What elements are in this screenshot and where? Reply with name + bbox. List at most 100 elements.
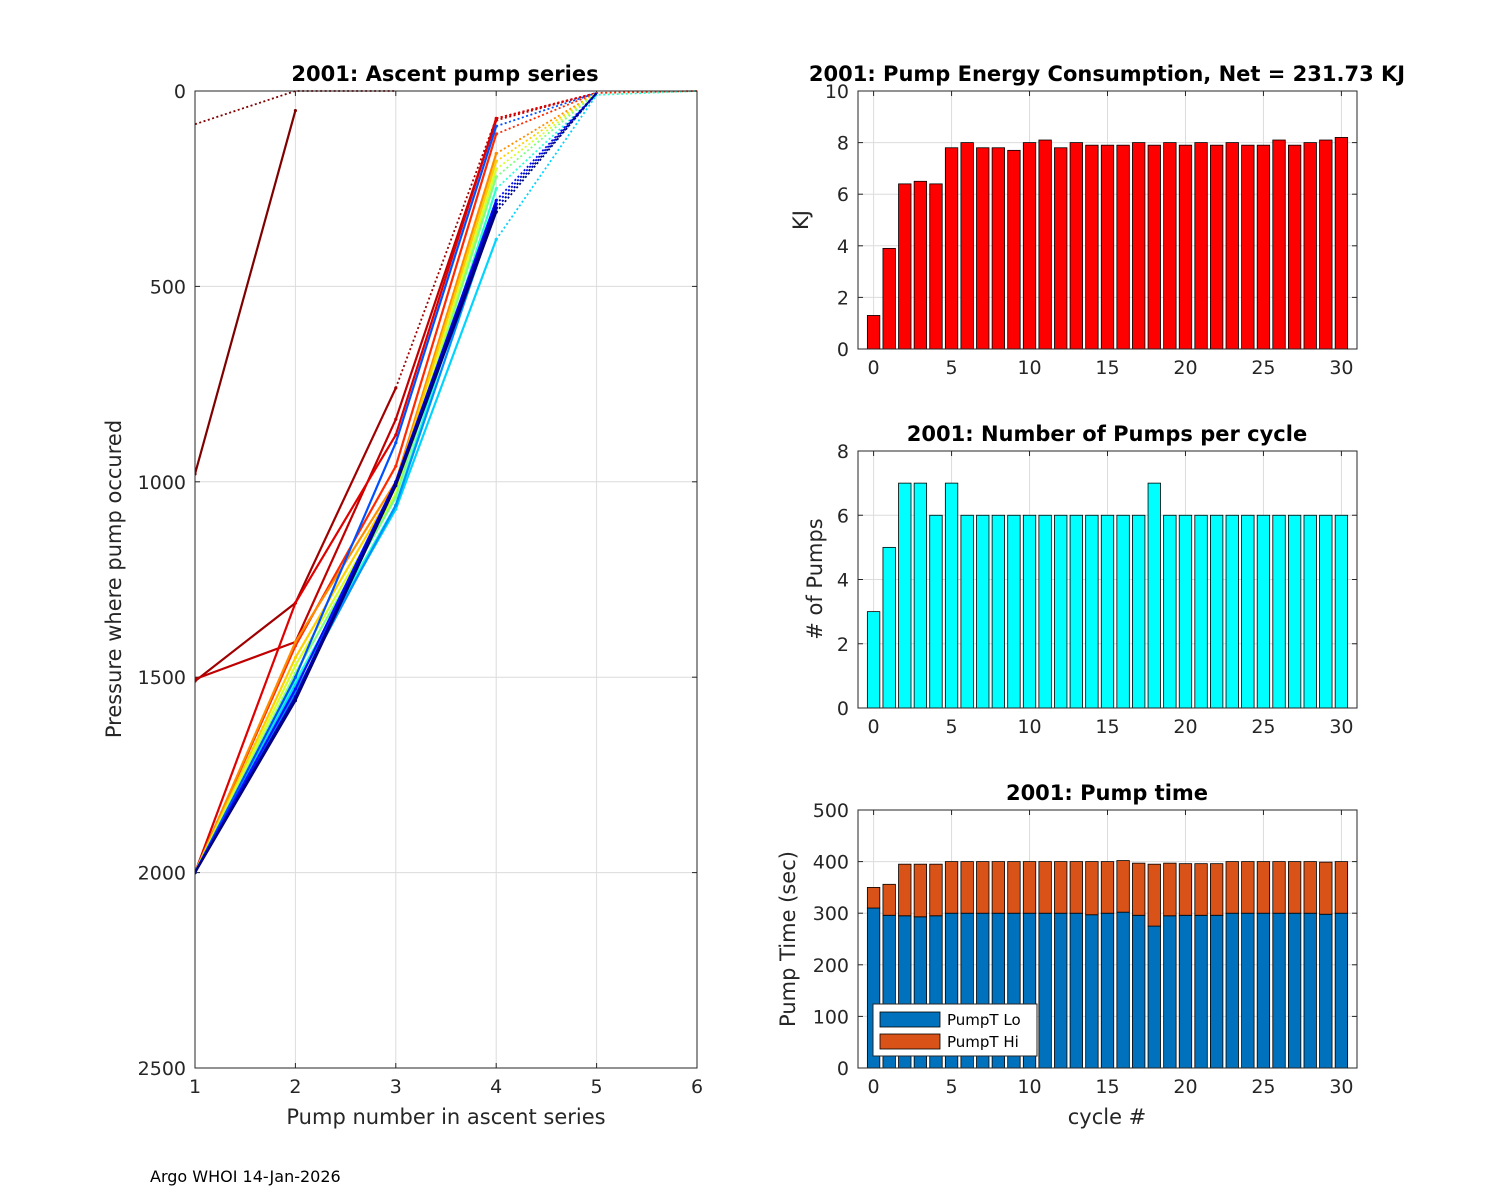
energy-bars (866, 137, 1349, 350)
pumps-ytick-label: 8 (837, 441, 849, 463)
energy-bar (1241, 144, 1255, 350)
energy-xtick-label: 5 (946, 357, 958, 379)
pumptime-hi-bar (1194, 863, 1208, 916)
pumptime-xtick-label: 20 (1173, 1076, 1197, 1098)
pumps-ytick-label: 6 (837, 505, 849, 527)
energy-xtick-label: 30 (1329, 357, 1353, 379)
pump-energy-plot: 2001: Pump Energy Consumption, Net = 231… (789, 62, 1405, 379)
ascent-data-point (394, 433, 398, 437)
pumps-bar (960, 514, 974, 709)
pumptime-hi-bar (1319, 861, 1333, 915)
pumps-bar (1100, 514, 1115, 709)
ascent-data-point (494, 187, 498, 191)
energy-bar (944, 147, 959, 350)
pumptime-hi-bar (960, 861, 974, 914)
pumptime-hi-bar (1241, 861, 1255, 914)
energy-xtick-label: 10 (1017, 357, 1041, 379)
pumps-bar (991, 514, 1005, 709)
pumptime-lo-bar (1194, 914, 1208, 1069)
pumps-bar (976, 514, 990, 709)
energy-ytick-label: 2 (837, 287, 849, 309)
energy-bar (1319, 139, 1333, 350)
pumptime-lo-bar (1069, 912, 1083, 1069)
pumptime-lo-bar (1225, 912, 1239, 1069)
pumps-bar (1319, 514, 1333, 709)
pumptime-xtick-label: 25 (1251, 1076, 1275, 1098)
ascent-series-solid-line (195, 211, 498, 874)
pumps-per-cycle-plot: 2001: Number of Pumps per cycle # of Pum… (803, 422, 1358, 738)
pumptime-ytick-label: 200 (813, 955, 849, 977)
energy-bar (913, 180, 928, 350)
pumps-xtick-label: 5 (946, 716, 958, 738)
energy-title: 2001: Pump Energy Consumption, Net = 231… (809, 62, 1405, 86)
energy-bar (1069, 142, 1083, 350)
pumptime-xtick-label: 15 (1095, 1076, 1119, 1098)
pumps-bar (944, 482, 959, 709)
pumps-bar (1069, 514, 1083, 709)
ascent-series-dotted-line (495, 92, 598, 209)
ascent-series-solid-line (195, 161, 498, 874)
ascent-data-point (394, 464, 398, 468)
pumptime-hi-bar (1100, 861, 1115, 914)
ascent-pump-series-plot: 2001: Ascent pump series Pump number in … (102, 62, 703, 1129)
energy-bar (1272, 139, 1286, 350)
ascent-data-point (394, 503, 398, 507)
energy-bar (1007, 149, 1021, 350)
legend-swatch (879, 1033, 941, 1050)
pumptime-lo-bar (1334, 912, 1349, 1069)
pumptime-hi-bar (1116, 860, 1130, 913)
pumptime-hi-bar (1334, 861, 1349, 914)
pumptime-hi-bar (898, 863, 912, 917)
pumptime-hi-bar (1007, 861, 1021, 914)
pumptime-hi-bar (1054, 861, 1068, 914)
pumptime-hi-bar (1272, 861, 1286, 914)
ascent-series-dotted-line (495, 92, 598, 202)
ascent-xtick-label: 4 (490, 1076, 502, 1098)
ascent-data-point (494, 124, 498, 128)
ascent-ytick-label: 0 (174, 81, 186, 103)
pumptime-hi-bar (1256, 861, 1271, 914)
energy-xtick-label: 20 (1173, 357, 1197, 379)
energy-ytick-label: 6 (837, 184, 849, 206)
pumps-bar (898, 482, 912, 709)
energy-xtick-label: 0 (868, 357, 880, 379)
energy-bar (1178, 144, 1193, 350)
pumps-bar (1022, 514, 1037, 709)
energy-bar (882, 247, 896, 350)
ascent-xtick-label: 3 (390, 1076, 402, 1098)
pumptime-hi-bar (1147, 863, 1161, 927)
energy-ylabel: KJ (789, 210, 813, 230)
energy-bar (1022, 142, 1037, 350)
pumps-xtick-label: 0 (868, 716, 880, 738)
pumptime-hi-bar (944, 861, 959, 914)
ascent-data-point (394, 417, 398, 421)
pumps-bar (1116, 514, 1130, 709)
ascent-data-point (293, 640, 297, 644)
pumps-bar (1054, 514, 1068, 709)
ascent-data-point (293, 663, 297, 668)
energy-bar (1210, 144, 1224, 350)
ascent-data-point (293, 687, 297, 691)
pumptime-hi-bar (1178, 863, 1193, 916)
energy-bar (1100, 144, 1115, 350)
pumps-bar (1007, 514, 1021, 709)
pumps-bar (1334, 514, 1349, 709)
pumptime-legend: PumpT Lo PumpT Hi (872, 1003, 1038, 1057)
pumps-xtick-label: 20 (1173, 716, 1197, 738)
pumptime-xlabel: cycle # (1068, 1105, 1147, 1129)
ascent-ylabel: Pressure where pump occured (102, 420, 126, 738)
pumptime-lo-bar (1272, 912, 1286, 1069)
ascent-series-solid-line (195, 118, 498, 873)
energy-bar (866, 315, 881, 350)
pumptime-hi-bar (1303, 861, 1317, 914)
pumptime-hi-bar (1287, 861, 1302, 914)
ascent-xlabel: Pump number in ascent series (286, 1105, 605, 1129)
pumps-bar (1194, 514, 1208, 709)
pumps-bar (1287, 514, 1302, 709)
ascent-data-point (293, 675, 297, 679)
pumptime-ytick-label: 400 (813, 852, 849, 874)
ascent-xtick-label: 5 (591, 1076, 603, 1098)
pumptime-hi-bar (1163, 862, 1177, 917)
energy-bar (1116, 144, 1130, 350)
